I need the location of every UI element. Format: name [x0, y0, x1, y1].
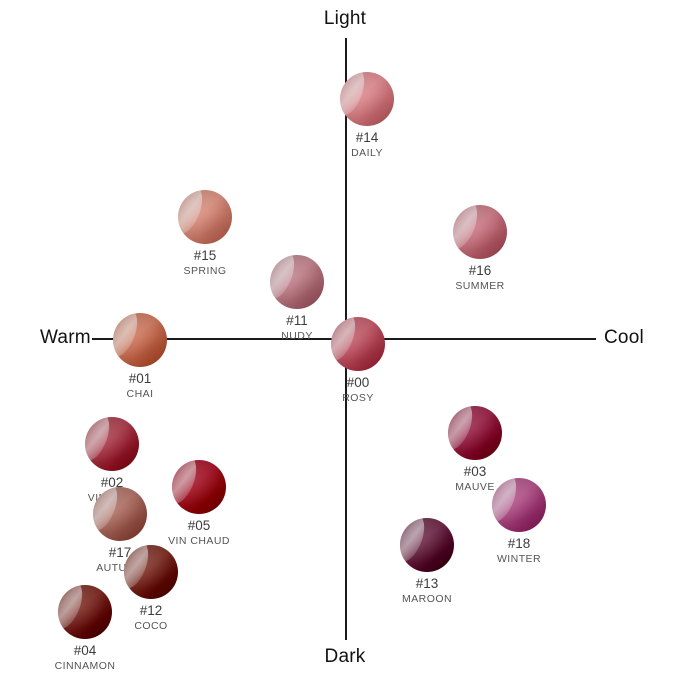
swatch-code: #00 [346, 375, 370, 390]
swatch-code: #04 [73, 643, 97, 658]
swatch-code: #18 [507, 536, 531, 551]
swatch-code: #05 [187, 518, 211, 533]
swatch-point[interactable]: #02VINTAGE [85, 417, 139, 504]
swatch-name: VIN CHAUD [168, 535, 230, 547]
swatch-point[interactable]: #00 ROSY [331, 317, 385, 404]
axis-label-light: Light [323, 8, 367, 29]
swatch-color-dot[interactable] [85, 417, 139, 471]
swatch-name: WINTER [496, 553, 542, 565]
axis-label-cool: Cool [604, 327, 644, 348]
swatch-color-dot[interactable] [453, 205, 507, 259]
swatch-point[interactable]: #14 DAILY [340, 72, 394, 159]
swatch-code: #14 [355, 130, 379, 145]
swatch-color-dot[interactable] [58, 585, 112, 639]
swatch-name: CHAI [126, 388, 154, 400]
swatch-color-dot[interactable] [400, 518, 454, 572]
swatch-code: #12 [139, 603, 163, 618]
swatch-name: SUMMER [455, 280, 505, 292]
swatch-code: #03 [463, 464, 487, 479]
swatch-point[interactable]: #04 CINNAMON [55, 585, 115, 672]
swatch-color-dot[interactable] [448, 406, 502, 460]
swatch-name: MAROON [402, 593, 452, 605]
swatch-point[interactable]: #01 CHAI [113, 313, 167, 400]
swatch-point[interactable]: #15 SPRING [178, 190, 232, 277]
swatch-point[interactable]: #11 NUDY [270, 255, 324, 342]
swatch-color-dot[interactable] [331, 317, 385, 371]
swatch-color-dot[interactable] [492, 478, 546, 532]
swatch-caption: #13 MAROON [402, 576, 452, 606]
swatch-point[interactable]: #16 SUMMER [453, 205, 507, 292]
swatch-caption: #00 ROSY [342, 375, 374, 405]
axis-label-dark: Dark [324, 646, 366, 667]
swatch-code: #13 [415, 576, 439, 591]
swatch-name: SPRING [183, 265, 227, 277]
swatch-point[interactable]: #18 WINTER [492, 478, 546, 565]
swatch-name: ROSY [342, 392, 374, 404]
swatch-caption: #11 NUDY [281, 313, 313, 343]
swatch-point[interactable]: #17 AUTUMN [93, 487, 147, 574]
swatch-color-dot[interactable] [93, 487, 147, 541]
swatch-caption: #01 CHAI [127, 371, 154, 401]
swatch-caption: #15 SPRING [184, 248, 227, 278]
swatch-caption: #14 DAILY [351, 130, 383, 160]
swatch-caption: #18 WINTER [497, 536, 541, 566]
swatch-point[interactable]: #05 VIN CHAUD [168, 460, 229, 547]
swatch-name: CINNAMON [54, 660, 116, 672]
swatch-color-dot[interactable] [113, 313, 167, 367]
swatch-code: #11 [286, 313, 308, 328]
swatch-name: NUDY [281, 330, 313, 342]
swatch-code: #16 [468, 263, 492, 278]
swatch-point[interactable]: #12 COCO [124, 545, 178, 632]
swatch-caption: #04 CINNAMON [55, 643, 116, 673]
swatch-name: DAILY [351, 147, 383, 159]
swatch-color-dot[interactable] [124, 545, 178, 599]
swatch-point[interactable]: #03 MAUVE [448, 406, 502, 493]
swatch-color-dot[interactable] [270, 255, 324, 309]
swatch-caption: #03 MAUVE [455, 464, 495, 494]
swatch-name: MAUVE [455, 481, 495, 493]
swatch-color-dot[interactable] [178, 190, 232, 244]
swatch-point[interactable]: #13 MAROON [400, 518, 454, 605]
axis-label-warm: Warm [40, 327, 91, 348]
swatch-code: #01 [128, 371, 152, 386]
swatch-name: COCO [134, 620, 168, 632]
swatch-caption: #05 VIN CHAUD [168, 518, 230, 548]
swatch-code: #17 [108, 545, 132, 560]
swatch-caption: #16 SUMMER [455, 263, 504, 293]
swatch-code: #15 [193, 248, 217, 263]
swatch-color-dot[interactable] [340, 72, 394, 126]
swatch-caption: #12 COCO [134, 603, 167, 633]
swatch-color-dot[interactable] [172, 460, 226, 514]
